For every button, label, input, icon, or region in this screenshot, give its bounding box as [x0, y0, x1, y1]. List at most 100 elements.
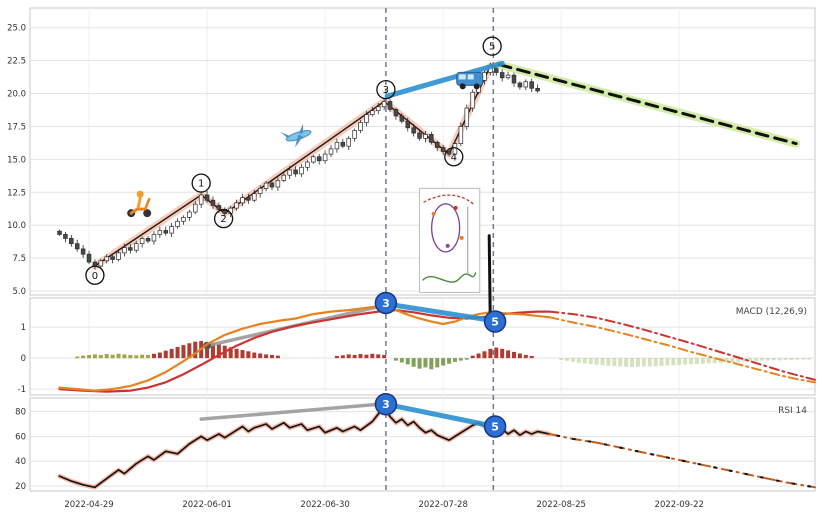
- macd-histogram-bar: [612, 358, 617, 367]
- macd-histogram-bar: [476, 353, 481, 359]
- macd-histogram-bar: [435, 358, 440, 368]
- macd-histogram-bar: [653, 358, 658, 367]
- candle: [69, 238, 74, 245]
- candle: [328, 148, 334, 155]
- macd-histogram-bar: [458, 358, 463, 361]
- wave-circle-2: [213, 208, 234, 229]
- wave-circle-label: 5: [489, 42, 495, 53]
- macd-histogram-bar: [240, 350, 245, 359]
- macd-histogram-bar: [594, 358, 599, 365]
- candle: [263, 182, 269, 189]
- wave-circle-5: [482, 36, 502, 56]
- macd-histogram-bar: [393, 358, 398, 361]
- candle: [411, 127, 416, 134]
- macd-histogram-bar: [146, 355, 151, 359]
- candle: [145, 238, 151, 242]
- macd-histogram-bar: [606, 358, 611, 366]
- macd-histogram-bar: [181, 345, 186, 359]
- wave-circle-1: [191, 173, 211, 193]
- macd-histogram-bar: [157, 352, 162, 359]
- macd-histogram-bar: [777, 358, 782, 361]
- candle: [529, 81, 534, 89]
- wave-circle-4: [444, 147, 464, 167]
- macd-ytick-label: -1: [18, 385, 26, 395]
- gray-trend-line-rsi: [199, 401, 389, 421]
- candle: [311, 156, 316, 163]
- candle: [435, 141, 440, 148]
- candle: [381, 101, 387, 108]
- macd-histogram-bar: [600, 358, 605, 366]
- candle: [387, 101, 393, 110]
- candle: [423, 134, 428, 139]
- macd-signal-projection: [548, 310, 816, 381]
- macd-histogram-bar: [376, 354, 381, 359]
- price-ytick-label: 12.5: [7, 188, 26, 198]
- candle: [446, 151, 452, 155]
- scooter-icon: [127, 190, 152, 218]
- candle: [287, 169, 292, 176]
- candle: [305, 161, 310, 168]
- macd-histogram-bar: [694, 358, 699, 365]
- x-tick-label: 2022-07-28: [418, 500, 467, 510]
- macd-histogram-bar: [748, 358, 753, 362]
- candle: [334, 141, 340, 150]
- macd-histogram-bar: [98, 355, 103, 359]
- candle: [128, 247, 133, 251]
- macd-histogram-bar: [134, 355, 139, 359]
- candle: [399, 115, 405, 122]
- candle: [316, 156, 322, 162]
- macd-histogram-bar: [765, 358, 770, 361]
- x-tick-label: 2022-08-25: [536, 500, 585, 510]
- macd-histogram-bar: [671, 358, 676, 366]
- candle: [417, 132, 422, 139]
- macd-histogram-bar: [81, 355, 86, 359]
- wave-circle-label: 0: [92, 271, 98, 282]
- macd-histogram-bar: [582, 358, 587, 364]
- macd-histogram-bar: [264, 354, 269, 359]
- macd-histogram-bar: [700, 358, 705, 364]
- macd-histogram-bar: [464, 358, 469, 360]
- macd-histogram-bar: [659, 358, 664, 366]
- candle: [535, 87, 540, 92]
- rsi-ytick-label: 20: [15, 482, 26, 492]
- candle: [163, 230, 169, 234]
- macd-histogram-bar: [795, 358, 800, 360]
- candle: [322, 153, 328, 162]
- macd-histogram-bar: [759, 358, 764, 361]
- candle: [246, 197, 251, 201]
- candle: [440, 147, 446, 152]
- price-ytick-label: 7.5: [12, 254, 26, 264]
- macd-histogram-bar: [789, 358, 794, 360]
- van-icon: [456, 71, 484, 90]
- rsi-ytick-label: 40: [15, 457, 26, 467]
- macd-histogram-bar: [358, 354, 363, 359]
- price-ytick-label: 15.0: [7, 155, 26, 165]
- blue-trend-line-rsi: [383, 401, 498, 429]
- candle: [281, 174, 287, 181]
- candle: [204, 194, 210, 201]
- candle: [405, 120, 410, 129]
- macd-histogram-bar: [423, 358, 428, 368]
- candle: [175, 220, 180, 227]
- macd-histogram-bar: [771, 358, 776, 361]
- macd-histogram-bar: [346, 354, 351, 359]
- x-tick-label: 2022-04-29: [64, 500, 113, 510]
- macd-ytick-label: 0: [21, 354, 26, 364]
- candle: [92, 261, 98, 267]
- price-ytick-label: 20.0: [7, 90, 26, 100]
- wave-circle-label: 4: [451, 152, 457, 163]
- candle: [340, 141, 346, 147]
- macd-histogram-bar: [559, 358, 564, 360]
- macd-histogram-bar: [411, 358, 416, 367]
- macd-histogram-bar: [246, 351, 251, 359]
- macd-histogram-bar: [104, 354, 109, 359]
- macd-histogram-bar: [576, 358, 581, 363]
- projection-dashed-line: [497, 63, 798, 146]
- macd-marker-label: 3: [382, 297, 390, 310]
- macd-histogram-bar: [452, 358, 457, 362]
- macd-histogram-bar: [506, 350, 511, 359]
- candle: [269, 182, 275, 188]
- candle: [210, 199, 216, 206]
- x-tick-label: 2022-06-01: [182, 500, 231, 510]
- macd-histogram-bar: [447, 358, 452, 364]
